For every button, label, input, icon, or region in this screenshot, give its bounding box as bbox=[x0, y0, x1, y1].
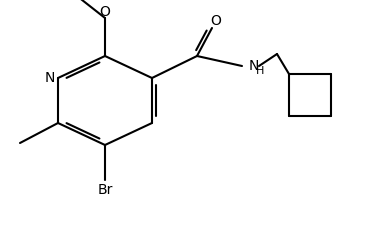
Text: O: O bbox=[100, 5, 110, 19]
Text: N: N bbox=[45, 71, 55, 85]
Text: N: N bbox=[249, 59, 259, 73]
Text: Br: Br bbox=[97, 183, 113, 197]
Text: O: O bbox=[210, 14, 222, 28]
Text: H: H bbox=[256, 66, 264, 76]
